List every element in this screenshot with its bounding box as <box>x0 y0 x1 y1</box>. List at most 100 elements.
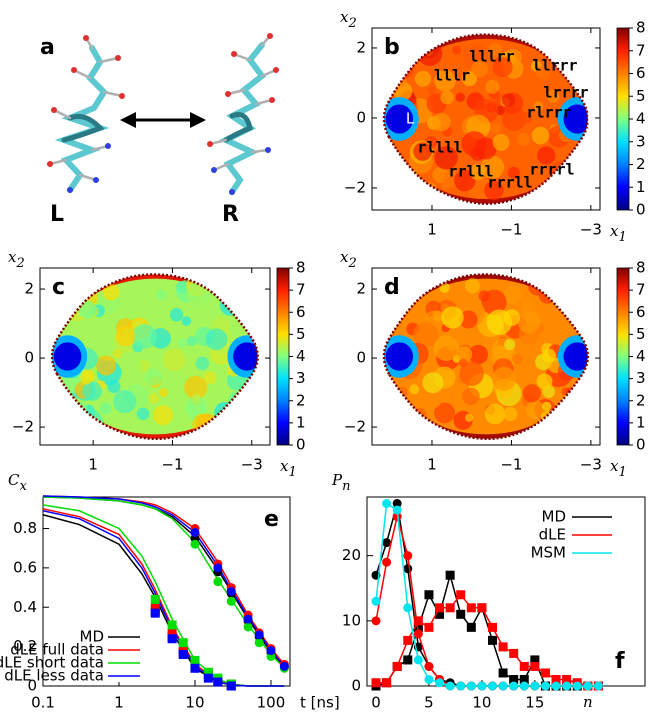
square-marker <box>520 662 529 671</box>
square-marker <box>424 590 433 599</box>
colorbar-label: 6 <box>636 303 646 321</box>
legend-label: MD <box>542 508 567 526</box>
axis-label: x1 <box>610 222 627 245</box>
heatmap-spot <box>170 308 183 321</box>
square-marker <box>179 638 188 647</box>
circle-marker <box>541 682 550 691</box>
heatmap-spot <box>422 372 443 393</box>
circle-marker <box>594 682 603 691</box>
molecule-label: L <box>50 202 64 227</box>
colorbar-label: 0 <box>296 436 306 454</box>
y-tick-label: 0 <box>24 349 34 367</box>
axis-label-sub: n <box>342 479 350 494</box>
colorbar <box>617 268 629 445</box>
annotation: rrrrl <box>529 161 574 179</box>
y-tick-label: 2 <box>356 38 366 56</box>
heatmap-spot <box>440 91 454 105</box>
heatmap-spot <box>492 367 516 391</box>
square-marker <box>499 642 508 651</box>
heatmap-spot <box>178 338 188 348</box>
y-tick-label: 0 <box>356 108 366 126</box>
square-marker <box>456 610 465 619</box>
well-core <box>54 342 82 370</box>
circle-marker <box>255 638 264 647</box>
circle-marker <box>530 682 539 691</box>
circle-marker <box>244 615 253 624</box>
heatmap-spot <box>556 410 578 432</box>
x-axis-label: n <box>583 693 593 711</box>
colorbar <box>617 28 629 210</box>
circle-marker <box>372 616 381 625</box>
heatmap-spot <box>532 127 550 145</box>
circle-marker <box>403 551 412 560</box>
square-marker <box>151 595 160 604</box>
heatmap-spot <box>547 278 570 301</box>
colorbar-label: 4 <box>296 347 306 365</box>
circle-marker <box>562 682 571 691</box>
colorbar-label: 0 <box>636 436 646 454</box>
heatmap-spot <box>218 276 239 297</box>
heatmap-spot <box>491 124 501 134</box>
heatmap-spot <box>132 324 157 349</box>
square-marker <box>456 590 465 599</box>
figure: a L R <box>0 0 655 713</box>
heatmap-spot <box>523 384 541 402</box>
legend-label: dLE less data <box>4 667 104 685</box>
axis-label-sub: 2 <box>347 16 356 31</box>
axis-label-sub: 1 <box>288 465 296 480</box>
y-tick-label: 2 <box>24 280 34 298</box>
circle-marker <box>213 563 222 572</box>
colorbar-label: 3 <box>636 369 646 387</box>
circle-marker <box>227 597 236 606</box>
heatmap-spot <box>72 402 88 418</box>
axis-label: x2 <box>340 248 357 271</box>
colorbar-label: 6 <box>296 303 306 321</box>
circle-marker <box>382 499 391 508</box>
colorbar-label: 2 <box>636 391 646 409</box>
axis-label-sub: 1 <box>618 465 626 480</box>
heatmap-spot <box>232 286 250 304</box>
colorbar-label: 1 <box>636 178 646 196</box>
x-tick-label: 100 <box>257 694 286 712</box>
square-marker <box>435 603 444 612</box>
heatmap-spot <box>427 86 436 95</box>
heatmap-image <box>40 268 270 445</box>
colorbar-label: 3 <box>636 132 646 150</box>
heatmap-spot <box>465 278 480 293</box>
circle-marker <box>435 678 444 687</box>
heatmap-spot <box>503 309 520 326</box>
heatmap-spot <box>234 419 246 431</box>
square-marker <box>393 662 402 671</box>
circle-marker <box>499 682 508 691</box>
circle-marker <box>372 597 381 606</box>
square-marker <box>541 668 550 677</box>
axis-label: Cx <box>8 471 27 494</box>
heatmap-spot <box>542 349 556 363</box>
square-marker <box>446 571 455 580</box>
square-marker <box>488 636 497 645</box>
colorbar-label: 8 <box>636 19 646 37</box>
circle-marker <box>520 682 529 691</box>
square-marker <box>372 678 381 687</box>
heatmap-spot <box>113 390 136 413</box>
colorbar-label: 4 <box>636 110 646 128</box>
circle-marker <box>552 682 561 691</box>
colorbar-label: 7 <box>296 281 306 299</box>
annotation: llrrr <box>532 57 577 75</box>
molecule-left <box>47 35 125 193</box>
y-tick-label: 2 <box>356 280 366 298</box>
colorbar-label: 2 <box>636 155 646 173</box>
circle-marker <box>477 682 486 691</box>
y-tick-label: −2 <box>344 418 366 436</box>
square-marker <box>168 634 177 643</box>
circle-marker <box>456 682 465 691</box>
heatmap-spot <box>408 170 417 179</box>
axis-label-sub: 1 <box>618 230 626 245</box>
x-axis-label: t [ns] <box>300 694 340 712</box>
circle-marker <box>280 662 289 671</box>
x-tick-label: 15 <box>525 694 544 712</box>
legend-label: MSM <box>531 544 566 562</box>
colorbar-label: 5 <box>296 325 306 343</box>
heatmap-spot <box>214 402 235 423</box>
x-tick-label: 0 <box>371 694 381 712</box>
